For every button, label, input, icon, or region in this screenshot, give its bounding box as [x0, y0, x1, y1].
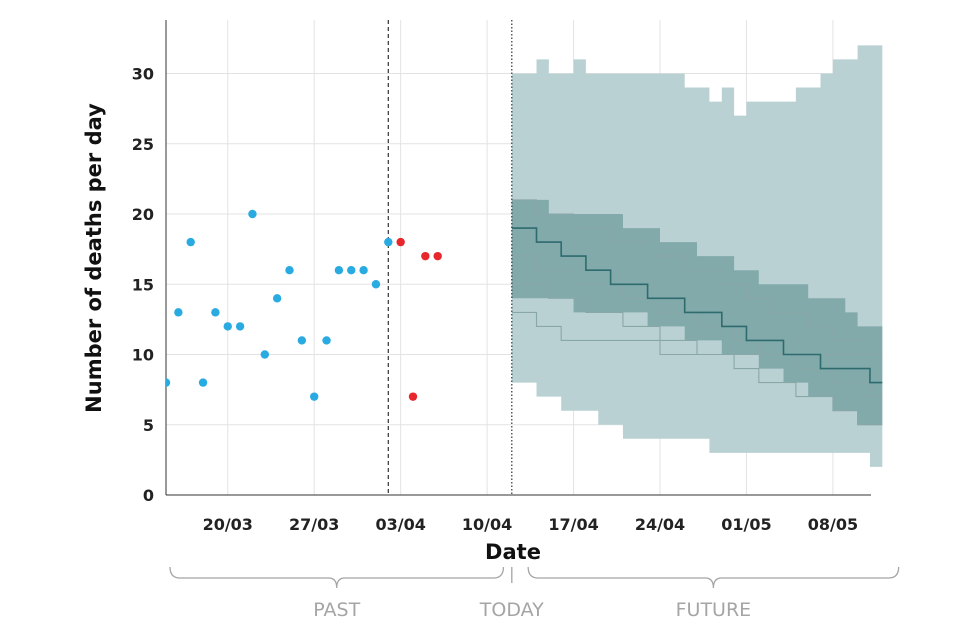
forecast-median-line [511, 227, 883, 384]
observed-point [347, 266, 356, 275]
forecast-line [511, 255, 883, 398]
recent-point [421, 251, 430, 261]
observed-point [223, 322, 232, 331]
x-tick-label: 10/04 [462, 515, 512, 534]
x-tick-label: 24/04 [635, 515, 685, 534]
forecast-lines [511, 199, 883, 426]
observed-point [235, 322, 245, 331]
x-tick-label: 17/04 [548, 515, 598, 534]
observed-point [384, 237, 393, 247]
observed-point [359, 266, 368, 275]
reference-lines [387, 20, 513, 495]
y-tick-label: 10 [132, 346, 154, 365]
observed-point [297, 336, 307, 345]
y-tick-label: 20 [132, 205, 154, 224]
recent-point [433, 251, 442, 261]
x-tick-label: 20/03 [203, 515, 253, 534]
observed-point [334, 266, 344, 275]
x-tick-label: 01/05 [721, 515, 771, 534]
observed-point [186, 237, 195, 247]
x-tick-labels: 20/03 27/03 03/04 10/04 17/04 24/04 01/05 08/05 [203, 515, 859, 534]
observed-point [322, 336, 331, 345]
x-tick-label: 03/04 [375, 515, 425, 534]
observed-point [285, 266, 294, 275]
observed-point [211, 308, 220, 317]
observed-point [174, 308, 183, 317]
recent-point [408, 392, 418, 401]
period-label-past: PAST [313, 599, 360, 621]
y-tick-label: 5 [143, 416, 154, 435]
recent-point [396, 237, 405, 247]
observed-point [166, 378, 171, 387]
y-axis-title: Number of deaths per day [82, 103, 106, 413]
y-tick-labels: 0 5 10 15 20 25 30 [132, 65, 154, 506]
y-tick-label: 30 [132, 65, 154, 84]
y-tick-label: 15 [132, 275, 154, 294]
x-tick-label: 08/05 [808, 515, 858, 534]
period-bracket-future [527, 566, 900, 589]
observed-point [272, 294, 282, 303]
x-tick-label: 27/03 [289, 515, 339, 534]
observed-point [198, 378, 208, 387]
x-axis-title: Date [485, 540, 541, 564]
observed-point [260, 350, 269, 359]
period-annotations: PAST TODAY FUTURE [169, 566, 900, 621]
observed-point [310, 392, 319, 401]
y-tick-label: 0 [143, 486, 154, 505]
y-tick-label: 25 [132, 135, 154, 154]
period-bracket-past [169, 566, 505, 589]
data-points [166, 209, 442, 401]
observed-point [248, 209, 257, 219]
period-label-today: TODAY [479, 599, 544, 621]
forecast-line [511, 199, 883, 356]
period-label-future: FUTURE [676, 599, 752, 621]
axes [165, 20, 871, 496]
observed-point [371, 280, 381, 289]
